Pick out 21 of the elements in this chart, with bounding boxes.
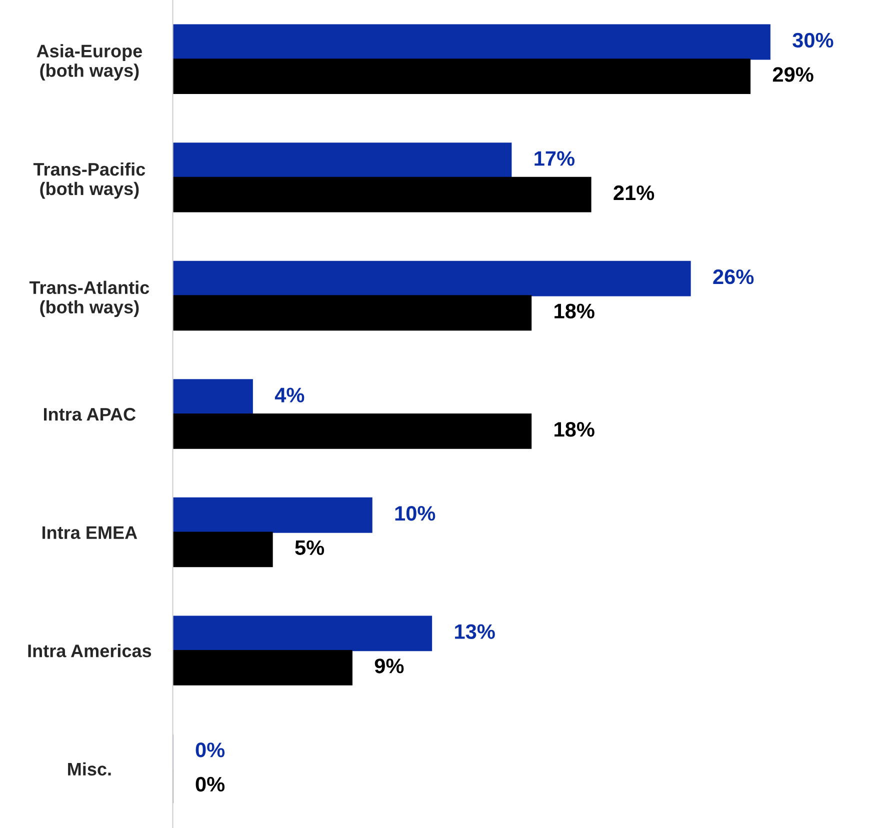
y-tick-label: Intra Americas [28, 644, 152, 658]
data-label: 13% [455, 624, 495, 640]
data-label: 26% [713, 269, 754, 284]
data-label: 9% [374, 658, 404, 674]
data-label: 18% [554, 422, 594, 437]
y-tick-label: Intra EMEA [42, 526, 138, 540]
data-label: 30% [792, 32, 834, 48]
data-label: 17% [534, 151, 574, 166]
y-tick-label: Misc. [68, 762, 111, 776]
y-tick-label: Intra APAC [44, 408, 136, 421]
y-tick-label: Trans-Pacific (both ways) [33, 162, 146, 199]
data-label: 0% [196, 776, 225, 792]
data-label: 18% [554, 304, 594, 318]
data-label: 10% [395, 506, 436, 521]
y-tick-label: Asia-Europe (both ways) [36, 44, 142, 80]
data-label: 21% [614, 185, 654, 200]
data-label: 29% [772, 67, 814, 82]
data-label: 5% [295, 540, 324, 556]
y-tick-label: Trans-Atlantic (both ways) [29, 280, 150, 318]
data-label: 0% [196, 742, 225, 758]
data-label: 4% [274, 388, 304, 402]
